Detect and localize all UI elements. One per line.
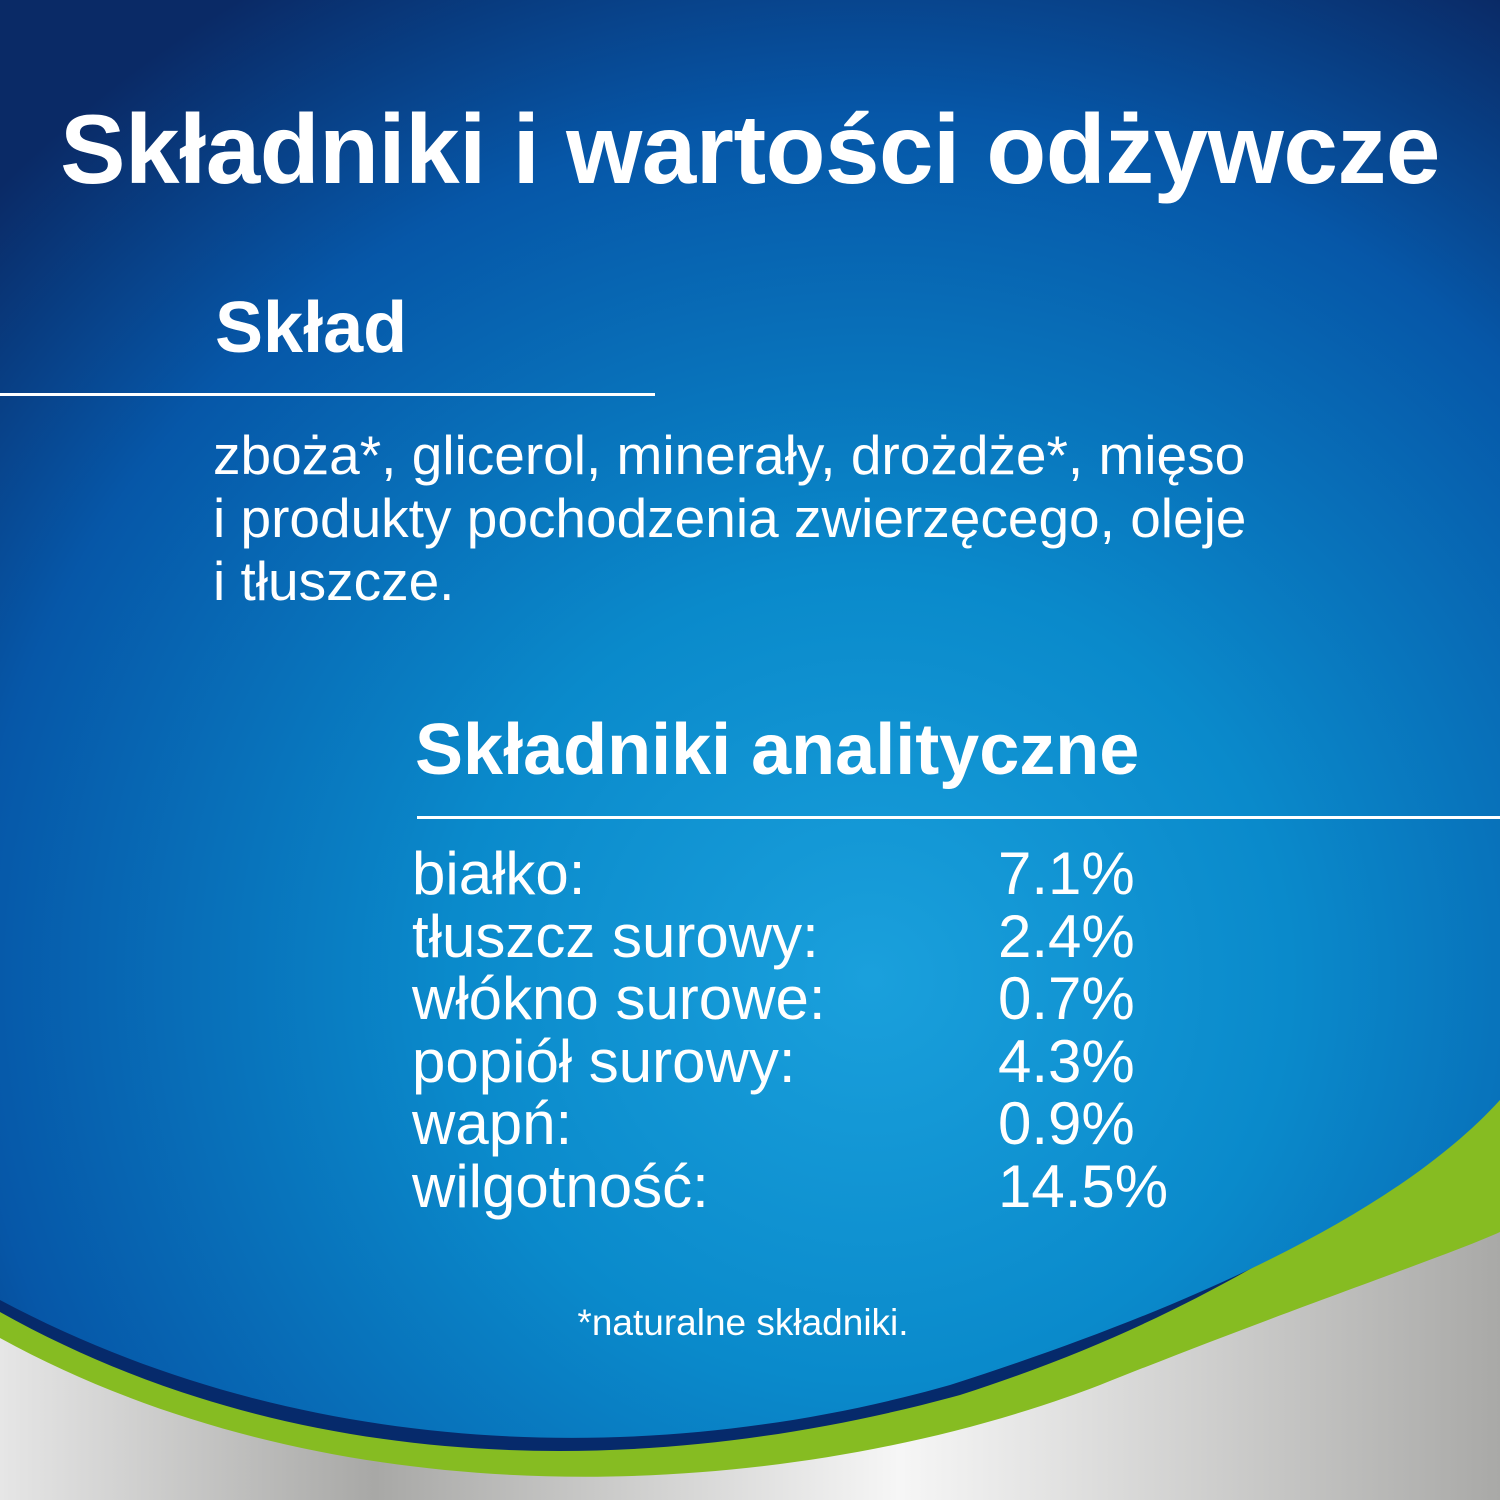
row-value: 2.4% — [998, 902, 1135, 970]
analytical-row: tłuszcz surowy: 2.4% — [412, 902, 1212, 970]
row-label: włókno surowe: — [412, 965, 826, 1033]
blue-panel — [0, 0, 1500, 1438]
row-value: 14.5% — [998, 1152, 1169, 1220]
row-value: 0.7% — [998, 965, 1135, 1033]
analytical-row: popiół surowy: 4.3% — [412, 1027, 1212, 1095]
composition-text: zboża*, glicerol, minerały, drożdże*, mi… — [213, 424, 1413, 613]
analytical-row: włókno surowe: 0.7% — [412, 965, 1212, 1033]
analytical-heading: Składniki analityczne — [415, 710, 1140, 790]
row-label: wapń: — [412, 1090, 573, 1158]
row-label: popiół surowy: — [412, 1027, 796, 1095]
row-label: wilgotność: — [412, 1152, 709, 1220]
composition-heading: Skład — [215, 288, 408, 368]
composition-divider — [0, 393, 655, 396]
composition-line: i tłuszcze. — [213, 550, 455, 612]
analytical-row: wapń: 0.9% — [412, 1093, 1212, 1156]
row-value: 4.3% — [998, 1027, 1135, 1095]
row-value: 0.9% — [998, 1090, 1135, 1158]
composition-line: zboża*, glicerol, minerały, drożdże*, mi… — [213, 424, 1246, 486]
analytical-divider — [417, 816, 1500, 819]
row-label: białko: — [412, 840, 586, 907]
analytical-row: białko: 7.1% — [412, 840, 1212, 907]
row-value: 7.1% — [998, 840, 1135, 907]
row-label: tłuszcz surowy: — [412, 902, 819, 970]
footnote: *naturalne składniki. — [577, 1302, 909, 1343]
analytical-table: białko: 7.1% tłuszcz surowy: 2.4% włókno s… — [412, 840, 1212, 1220]
page-title: Składniki i wartości odżywcze — [60, 94, 1440, 204]
analytical-row: wilgotność: 14.5% — [412, 1152, 1212, 1220]
composition-line: i produkty pochodzenia zwierzęcego, olej… — [213, 487, 1247, 549]
